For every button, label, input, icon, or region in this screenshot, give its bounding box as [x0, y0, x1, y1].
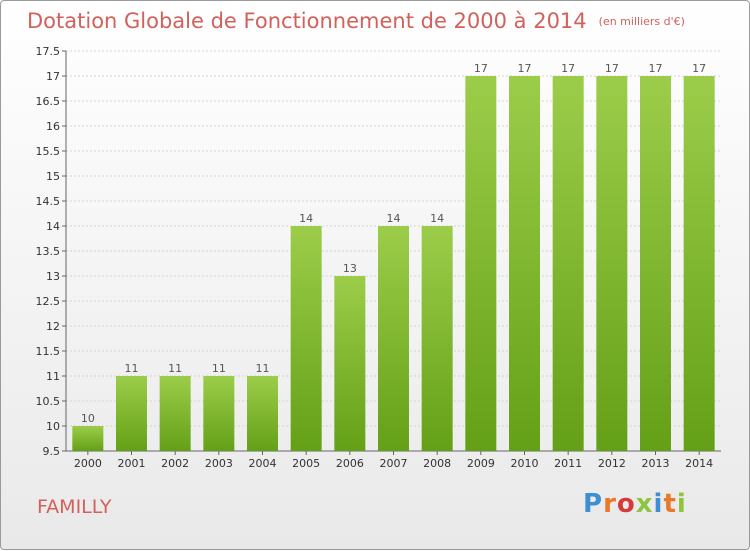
- bar: [683, 76, 715, 451]
- y-tick-label: 13: [46, 270, 60, 283]
- y-tick-label: 17.5: [36, 45, 61, 58]
- labels: 9.5 10 10.5 11 11.5 12 12.5 13 13.5 14 14.5 15 15.5 1…: [36, 45, 714, 470]
- chart-title: Dotation Globale de Fonctionnement de 20…: [27, 9, 587, 33]
- data-label: 17: [605, 62, 619, 75]
- y-tick-label: 12: [46, 320, 60, 333]
- x-tick-label: 2013: [642, 457, 670, 470]
- chart-title-block: Dotation Globale de Fonctionnement de 20…: [27, 9, 685, 33]
- bar: [159, 376, 191, 451]
- bar: [116, 376, 147, 451]
- x-tick-label: 2000: [74, 457, 102, 470]
- y-tick-label: 11.5: [36, 345, 61, 358]
- bar: [465, 76, 497, 451]
- data-label: 11: [168, 362, 182, 375]
- logo-letter: o: [616, 489, 636, 519]
- logo-letter: i: [676, 489, 687, 519]
- bar: [378, 226, 409, 451]
- logo-letter: t: [663, 489, 677, 519]
- logo-letter: x: [635, 489, 654, 519]
- x-tick-label: 2008: [423, 457, 451, 470]
- data-label: 17: [474, 62, 488, 75]
- y-tick-label: 10.5: [36, 395, 61, 408]
- y-tick-label: 9.5: [43, 445, 61, 458]
- y-tick-label: 14: [46, 220, 60, 233]
- bar: [334, 276, 366, 451]
- x-tick-label: 2014: [685, 457, 713, 470]
- data-label: 14: [299, 212, 313, 225]
- data-label: 11: [212, 362, 226, 375]
- y-tick-label: 17: [46, 70, 60, 83]
- y-tick-label: 15: [46, 170, 60, 183]
- y-tick-label: 14.5: [36, 195, 61, 208]
- bars: [72, 76, 715, 451]
- bar: [203, 376, 235, 451]
- y-tick-label: 12.5: [36, 295, 61, 308]
- data-label: 14: [430, 212, 444, 225]
- proxiti-logo: Proxiti: [583, 489, 687, 519]
- x-tick-label: 2005: [292, 457, 320, 470]
- logo-letter: r: [603, 489, 617, 519]
- bar: [72, 426, 104, 451]
- x-tick-label: 2011: [554, 457, 582, 470]
- data-label: 17: [692, 62, 706, 75]
- y-tick-label: 16.5: [36, 95, 61, 108]
- x-tick-label: 2001: [118, 457, 146, 470]
- x-tick-label: 2010: [511, 457, 539, 470]
- bar: [421, 226, 453, 451]
- bar: [640, 76, 671, 451]
- data-label: 17: [518, 62, 532, 75]
- data-label: 17: [649, 62, 663, 75]
- data-label: 11: [256, 362, 270, 375]
- x-tick-label: 2003: [205, 457, 233, 470]
- x-tick-label: 2002: [161, 457, 189, 470]
- bar: [596, 76, 628, 451]
- x-tick-label: 2006: [336, 457, 364, 470]
- data-label: 17: [561, 62, 575, 75]
- bar: [247, 376, 278, 451]
- y-tick-label: 13.5: [36, 245, 61, 258]
- logo-letter: P: [583, 489, 604, 519]
- data-label: 14: [387, 212, 401, 225]
- y-tick-label: 16: [46, 120, 60, 133]
- logo-letter: i: [653, 489, 664, 519]
- bar: [509, 76, 540, 451]
- bar: [552, 76, 584, 451]
- data-label: 13: [343, 262, 357, 275]
- data-label: 10: [81, 412, 95, 425]
- y-tick-label: 15.5: [36, 145, 61, 158]
- chart-subtitle: (en milliers d'€): [598, 15, 685, 28]
- y-tick-label: 11: [46, 370, 60, 383]
- x-tick-label: 2009: [467, 457, 495, 470]
- x-tick-label: 2012: [598, 457, 626, 470]
- place-name: FAMILLY: [37, 496, 112, 518]
- x-tick-label: 2007: [380, 457, 408, 470]
- bar: [290, 226, 322, 451]
- x-tick-label: 2004: [249, 457, 277, 470]
- data-label: 11: [125, 362, 139, 375]
- y-tick-label: 10: [46, 420, 60, 433]
